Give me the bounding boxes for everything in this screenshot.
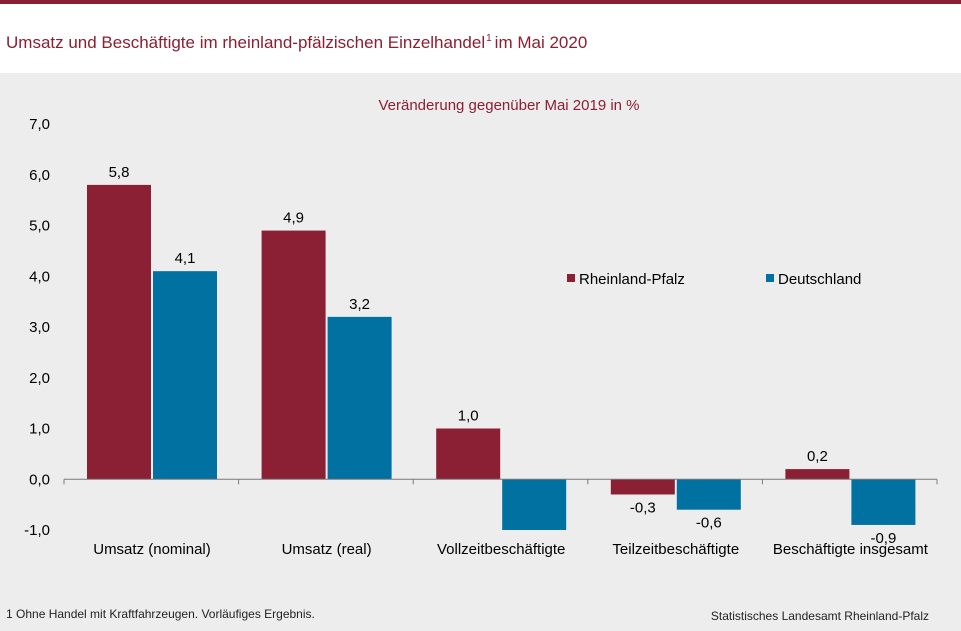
y-tick-label: 6,0 xyxy=(29,167,50,184)
category-label: Umsatz (real) xyxy=(282,541,372,558)
data-label: 3,2 xyxy=(349,296,370,313)
data-label: 4,9 xyxy=(283,210,304,227)
y-tick-label: 2,0 xyxy=(29,370,50,387)
source-credit: Statistisches Landesamt Rheinland-Pfalz xyxy=(710,609,929,623)
bar xyxy=(676,479,741,510)
bar xyxy=(610,479,675,495)
category-label: Teilzeitbeschäftigte xyxy=(612,541,739,558)
data-label: -0,6 xyxy=(696,515,722,532)
bar xyxy=(785,469,850,480)
chart-subtitle: Veränderung gegenüber Mai 2019 in % xyxy=(378,97,639,114)
category-label: Vollzeitbeschäftigte xyxy=(437,541,565,558)
bar xyxy=(87,184,151,480)
footnote: 1 Ohne Handel mit Kraftfahrzeugen. Vorlä… xyxy=(6,607,315,621)
data-label: -0,3 xyxy=(630,499,656,516)
y-tick-label: -1,0 xyxy=(24,522,50,539)
category-label: Beschäftigte insgesamt xyxy=(773,541,929,558)
legend-swatch xyxy=(567,274,575,282)
legend-label: Rheinland-Pfalz xyxy=(579,271,685,288)
y-tick-label: 4,0 xyxy=(29,268,50,285)
y-tick-label: 0,0 xyxy=(29,471,50,488)
page-title: Umsatz und Beschäftigte im rheinland-pfä… xyxy=(6,33,587,53)
y-tick-label: 7,0 xyxy=(29,116,50,133)
bar xyxy=(153,271,217,480)
bar xyxy=(327,316,392,480)
title-footnote-marker: 1 xyxy=(486,33,492,44)
title-end: im Mai 2020 xyxy=(494,33,588,52)
data-label: 5,8 xyxy=(109,164,130,181)
data-label: 0,2 xyxy=(807,448,828,465)
y-tick-label: 1,0 xyxy=(29,421,50,438)
bar xyxy=(851,479,916,525)
title-main: Umsatz und Beschäftigte im rheinland-pfä… xyxy=(6,33,486,52)
header: Umsatz und Beschäftigte im rheinland-pfä… xyxy=(0,4,961,73)
bar xyxy=(436,428,501,480)
legend-swatch xyxy=(766,274,774,282)
data-label: -0,9 xyxy=(870,530,896,547)
legend-label: Deutschland xyxy=(778,271,861,288)
category-label: Umsatz (nominal) xyxy=(93,541,211,558)
y-tick-label: 3,0 xyxy=(29,319,50,336)
data-label: 1,0 xyxy=(458,408,479,425)
bar xyxy=(502,479,567,530)
y-tick-label: 5,0 xyxy=(29,218,50,235)
bar xyxy=(261,230,326,480)
data-label: 4,1 xyxy=(175,250,196,267)
top-accent-bar xyxy=(0,0,961,4)
